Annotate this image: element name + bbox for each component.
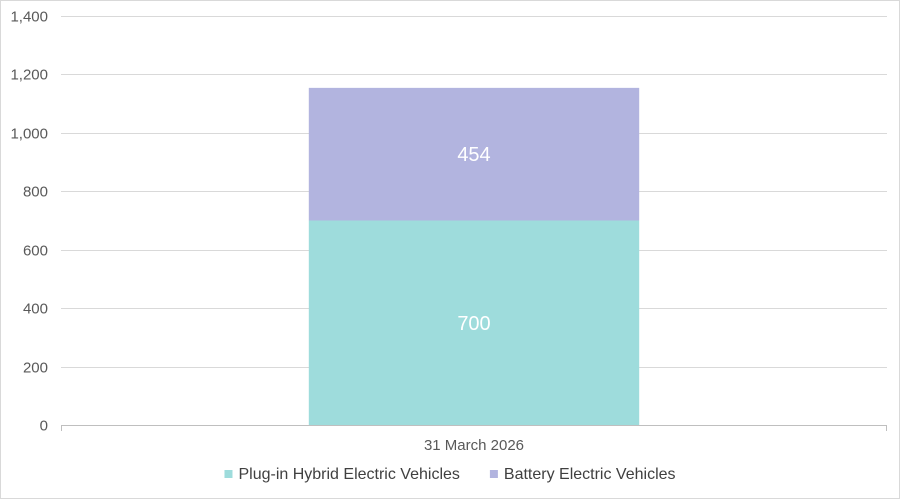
bar-segment-phev xyxy=(308,220,640,425)
y-tick-label: 1,400 xyxy=(10,9,48,26)
y-tick-label: 200 xyxy=(23,360,48,377)
y-tick-label: 400 xyxy=(23,301,48,318)
bars xyxy=(308,87,640,425)
y-axis-tick-labels: 0 200 400 600 800 1,000 1,200 1,400 xyxy=(10,9,48,435)
x-axis: 31 March 2026 xyxy=(61,425,887,454)
y-tick-label: 800 xyxy=(23,184,48,201)
bar-segment-bev xyxy=(308,87,640,221)
data-label: 454 xyxy=(457,144,490,166)
data-label: 700 xyxy=(457,313,490,335)
y-tick-label: 1,000 xyxy=(10,126,48,143)
y-tick-label: 0 xyxy=(40,418,48,435)
legend: Plug-in Hybrid Electric Vehicles Battery … xyxy=(224,466,676,483)
legend-swatch xyxy=(224,470,233,478)
x-tick-label: 31 March 2026 xyxy=(424,437,524,454)
y-tick-label: 1,200 xyxy=(10,67,48,84)
y-tick-label: 600 xyxy=(23,243,48,260)
legend-label: Plug-in Hybrid Electric Vehicles xyxy=(238,466,459,483)
legend-label: Battery Electric Vehicles xyxy=(504,466,676,483)
data-labels: 700 454 xyxy=(457,144,490,335)
legend-swatch xyxy=(489,470,498,478)
